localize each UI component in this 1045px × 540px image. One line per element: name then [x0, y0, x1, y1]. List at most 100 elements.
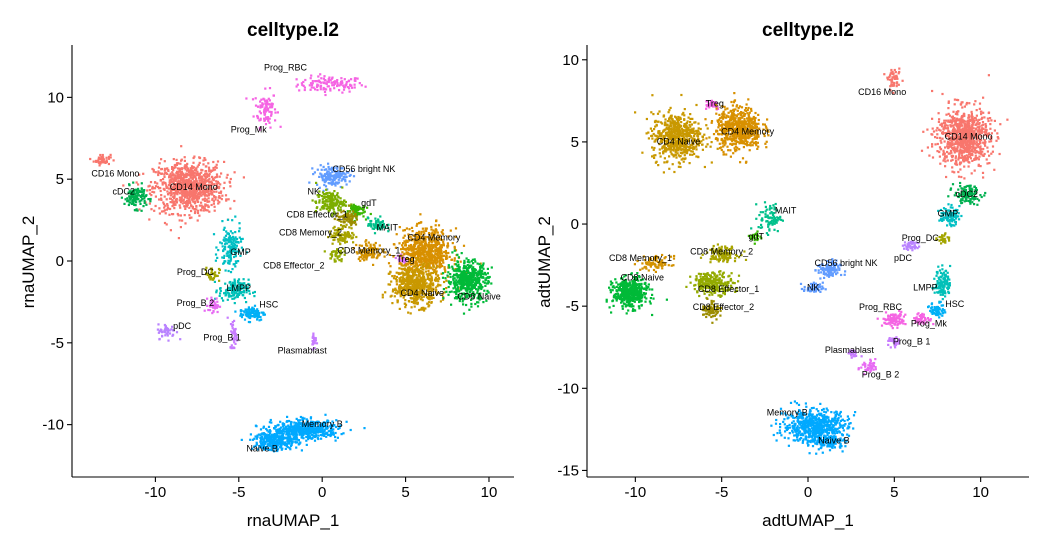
data-point	[474, 260, 477, 263]
data-point	[436, 251, 440, 254]
data-point	[407, 251, 410, 254]
data-point	[192, 156, 195, 160]
data-point	[348, 220, 351, 223]
data-point	[227, 259, 230, 262]
data-point	[308, 181, 311, 184]
data-point	[185, 188, 188, 191]
data-point	[425, 260, 428, 263]
data-point	[225, 176, 228, 179]
data-point	[406, 284, 409, 287]
data-point	[203, 309, 206, 312]
data-point	[393, 274, 396, 278]
cluster-prog-b-2	[203, 296, 222, 315]
data-point	[262, 426, 265, 429]
data-point	[398, 262, 401, 265]
data-point	[388, 272, 391, 275]
data-point	[415, 231, 419, 235]
data-point	[94, 159, 98, 162]
data-point	[104, 161, 107, 164]
data-point	[419, 260, 422, 263]
data-point	[435, 266, 438, 269]
data-point	[300, 449, 303, 452]
data-point	[402, 229, 405, 232]
data-point	[247, 320, 250, 324]
cluster-mait	[366, 215, 390, 235]
data-point	[334, 184, 337, 187]
data-point	[334, 435, 337, 439]
data-point	[203, 175, 207, 178]
data-point	[441, 232, 444, 235]
data-point	[157, 187, 161, 190]
data-point	[445, 290, 448, 293]
data-point	[394, 291, 397, 294]
data-point	[230, 236, 233, 239]
data-point	[162, 203, 166, 206]
cluster-cd14-mono	[122, 145, 245, 240]
data-point	[415, 282, 418, 285]
data-point	[344, 173, 347, 176]
data-point	[344, 180, 347, 183]
data-point	[404, 299, 407, 302]
data-point	[446, 244, 449, 247]
data-point	[360, 252, 363, 255]
data-point	[210, 298, 213, 302]
data-point	[353, 83, 356, 86]
data-point	[331, 213, 334, 216]
data-point	[295, 433, 298, 436]
data-point	[398, 278, 401, 281]
data-point	[275, 429, 278, 432]
data-point	[441, 260, 444, 263]
data-point	[376, 256, 379, 259]
data-point	[225, 252, 228, 255]
data-point	[140, 209, 143, 212]
data-point	[208, 210, 211, 213]
data-point	[176, 190, 179, 193]
data-point	[205, 165, 208, 168]
data-point	[409, 246, 412, 249]
data-point	[399, 258, 402, 261]
data-point	[318, 201, 321, 204]
data-point	[240, 238, 243, 241]
data-point	[425, 229, 428, 232]
data-point	[269, 126, 272, 129]
data-point	[440, 259, 443, 262]
data-point	[473, 268, 477, 271]
cluster-cd8-memory-1	[352, 239, 387, 266]
data-point	[348, 210, 351, 213]
data-point	[128, 183, 131, 186]
data-point	[226, 316, 229, 319]
data-point	[174, 187, 177, 190]
data-point	[337, 204, 340, 207]
data-point	[432, 236, 435, 239]
data-point	[262, 111, 266, 114]
data-point	[178, 184, 181, 187]
data-point	[231, 331, 234, 334]
data-point	[309, 88, 312, 91]
data-point	[148, 189, 151, 192]
data-point	[418, 234, 421, 237]
data-point	[449, 275, 452, 279]
data-point	[269, 418, 272, 422]
data-point	[192, 192, 195, 195]
data-point	[140, 182, 143, 185]
data-point	[147, 185, 150, 188]
data-point	[357, 208, 360, 211]
data-point	[340, 433, 343, 436]
data-point	[235, 250, 238, 253]
data-point	[456, 275, 459, 278]
data-point	[481, 286, 484, 289]
data-point	[409, 235, 412, 238]
data-point	[415, 241, 419, 245]
data-point	[311, 199, 314, 202]
data-point	[341, 91, 344, 94]
data-point	[242, 291, 246, 294]
data-point	[207, 179, 210, 182]
data-point	[422, 292, 425, 295]
data-point	[439, 244, 442, 247]
data-point	[468, 261, 471, 264]
data-point	[411, 297, 414, 300]
data-point	[417, 282, 420, 285]
data-point	[160, 172, 163, 175]
data-point	[323, 428, 326, 431]
data-point	[183, 201, 186, 204]
